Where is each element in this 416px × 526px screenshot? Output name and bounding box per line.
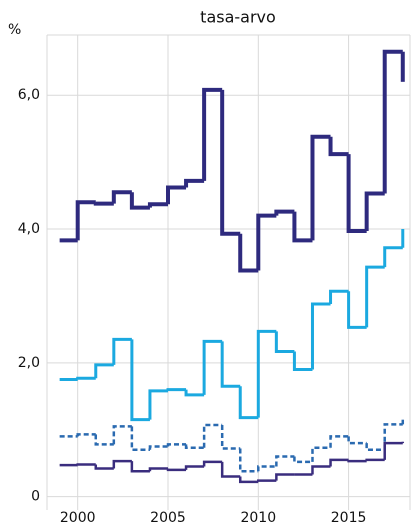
step-line: [111, 190, 132, 204]
step-line: [329, 458, 349, 467]
step-line: [220, 461, 241, 478]
step-line: [166, 468, 187, 472]
step-line: [238, 448, 259, 473]
step-line: [292, 211, 313, 243]
step-line: [311, 465, 331, 475]
step-line: [76, 463, 96, 466]
step-line: [274, 331, 295, 353]
step-line: [257, 479, 277, 482]
step-line: [347, 436, 367, 445]
step-line: [220, 89, 241, 236]
step-line: [202, 423, 223, 448]
step-line: [382, 49, 403, 194]
step-line: [365, 458, 385, 462]
y-tick-label: 0: [31, 489, 40, 505]
chart-title: tasa-arvo: [200, 8, 276, 27]
step-line: [202, 87, 223, 181]
step-line: [94, 363, 114, 379]
step-line: [112, 459, 132, 469]
step-line: [75, 200, 96, 241]
step-line: [220, 341, 241, 388]
step-line: [112, 425, 132, 445]
step-line: [238, 386, 259, 420]
step-line: [238, 476, 259, 484]
step-line: [310, 302, 331, 370]
step-line: [184, 465, 205, 470]
step-line: [346, 154, 367, 234]
step-line: [93, 201, 114, 206]
step-line: [238, 233, 259, 273]
step-line: [184, 444, 205, 450]
step-line: [130, 339, 150, 422]
step-line: [383, 246, 403, 268]
step-line: [365, 443, 385, 452]
step-line: [329, 435, 349, 448]
step-line: [112, 337, 132, 365]
step-line: [129, 192, 150, 210]
step-line: [148, 467, 168, 472]
y-tick-label: 6,0: [18, 87, 40, 103]
step-line: [94, 464, 114, 470]
step-line: [365, 265, 385, 328]
step-line: [184, 178, 205, 188]
step-line: [147, 202, 168, 208]
step-line: [256, 329, 277, 418]
step-line: [275, 473, 295, 481]
step-line: [130, 426, 150, 452]
step-line: [293, 456, 313, 464]
x-tick-label: 2015: [331, 510, 367, 526]
step-line: [256, 213, 277, 271]
step-line: [202, 460, 223, 467]
step-line: [347, 459, 367, 463]
y-tick-label: 2,0: [18, 355, 40, 371]
step-line: [184, 389, 205, 397]
x-tick-label: 2000: [60, 510, 96, 526]
step-line: [311, 446, 331, 462]
step-line: [220, 425, 241, 450]
step-line: [148, 389, 168, 420]
step-line: [148, 445, 168, 450]
step-line: [202, 339, 223, 395]
step-line: [292, 351, 313, 372]
step-line: [76, 376, 96, 380]
step-line: [328, 136, 349, 157]
step-line: [94, 434, 114, 446]
step-line: [76, 433, 96, 437]
step-line: [166, 388, 187, 392]
x-tick-label: 2010: [240, 510, 276, 526]
y-unit: %: [8, 22, 21, 38]
step-line: [166, 443, 187, 447]
step-line: [310, 134, 331, 241]
step-line: [383, 441, 403, 460]
step-line: [383, 423, 403, 450]
step-line: [364, 191, 385, 232]
y-tick-label: 4,0: [18, 221, 40, 237]
step-line: [130, 461, 150, 473]
step-line: [329, 289, 349, 304]
step-line: [275, 455, 295, 467]
step-line: [166, 185, 187, 205]
step-line: [347, 291, 367, 329]
x-tick-label: 2005: [150, 510, 186, 526]
step-line: [274, 209, 295, 216]
step-line: [257, 465, 277, 472]
